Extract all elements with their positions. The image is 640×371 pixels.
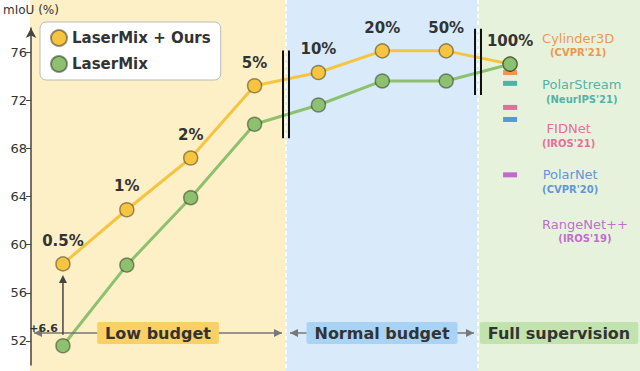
svg-text:50%: 50%	[428, 19, 464, 37]
svg-text:FIDNet: FIDNet	[547, 121, 591, 136]
svg-text:Normal budget: Normal budget	[314, 324, 449, 343]
svg-text:1%: 1%	[114, 177, 139, 195]
svg-text:(NeurIPS'21): (NeurIPS'21)	[546, 94, 618, 105]
svg-text:10%: 10%	[300, 40, 336, 58]
svg-text:mIoU (%): mIoU (%)	[3, 3, 59, 17]
svg-text:Full supervision: Full supervision	[488, 324, 630, 343]
svg-text:(CVPR'20): (CVPR'20)	[542, 184, 598, 195]
svg-text:RangeNet++: RangeNet++	[542, 217, 628, 232]
svg-text:0.5%: 0.5%	[42, 232, 84, 250]
svg-text:100%: 100%	[487, 32, 533, 50]
svg-text:64: 64	[10, 189, 27, 204]
svg-text:LaserMix + Ours: LaserMix + Ours	[72, 29, 211, 47]
svg-text:20%: 20%	[364, 19, 400, 37]
svg-text:5%: 5%	[242, 54, 267, 72]
svg-text:Low budget: Low budget	[105, 324, 211, 343]
svg-text:52: 52	[10, 333, 27, 348]
svg-text:72: 72	[10, 93, 27, 108]
svg-text:+6.6: +6.6	[29, 322, 58, 335]
svg-text:(CVPR'21): (CVPR'21)	[550, 47, 606, 58]
svg-text:PolarStream: PolarStream	[542, 77, 621, 92]
svg-text:(IROS'19): (IROS'19)	[558, 233, 611, 244]
svg-text:68: 68	[10, 141, 27, 156]
svg-text:60: 60	[10, 237, 27, 252]
svg-text:PolarNet: PolarNet	[543, 167, 598, 182]
svg-text:(IROS'21): (IROS'21)	[542, 138, 595, 149]
svg-text:LaserMix: LaserMix	[72, 55, 148, 73]
svg-text:2%: 2%	[178, 126, 203, 144]
svg-text:Cylinder3D: Cylinder3D	[542, 31, 614, 46]
svg-text:76: 76	[10, 45, 27, 60]
svg-text:56: 56	[10, 285, 27, 300]
